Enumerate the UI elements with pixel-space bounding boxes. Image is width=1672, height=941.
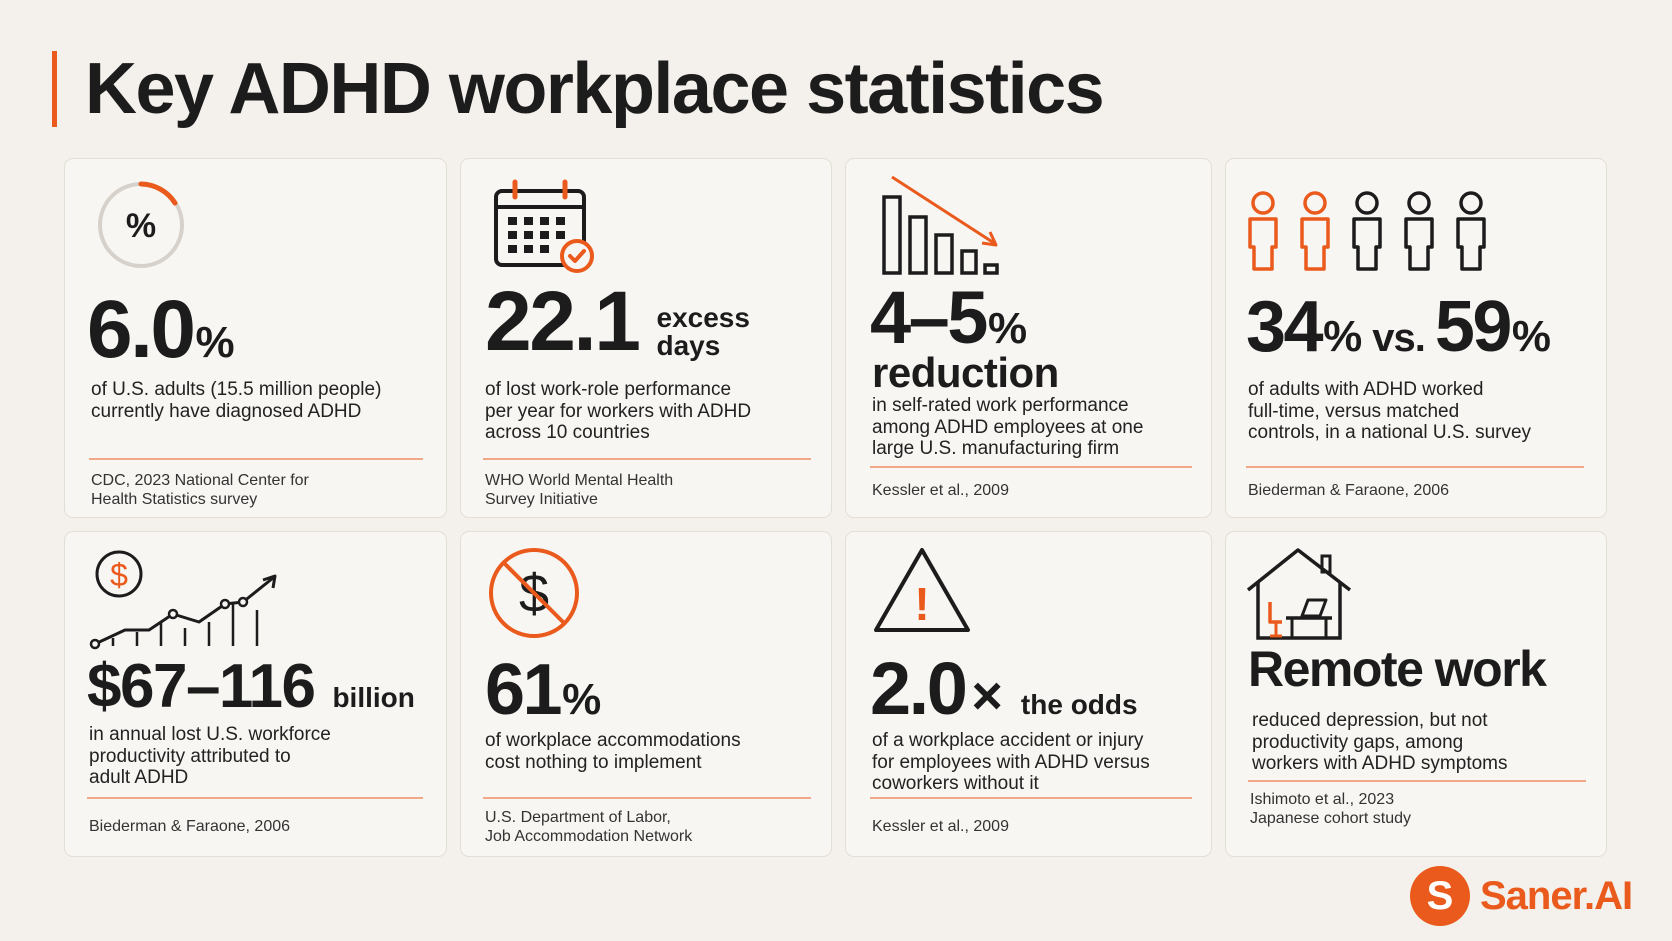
divider	[870, 466, 1192, 468]
stat-suffix: the odds	[1020, 689, 1138, 720]
stat-heading: Remote work	[1248, 641, 1547, 697]
stat-description: reduced depression, but not productivity…	[1252, 710, 1508, 774]
stat-value: 2.0 × the odds	[870, 652, 1138, 726]
stat-card-performance-reduction: 4–5 % reduction in self-rated work perfo…	[845, 158, 1212, 518]
divider	[89, 458, 423, 460]
stat-suffix: excess days	[656, 301, 750, 362]
stat-unit: %	[987, 304, 1028, 353]
stat-unit: %	[562, 675, 602, 724]
dollar-growth-chart-icon: $	[87, 550, 281, 650]
divider	[87, 797, 423, 799]
stat-number: 6.0	[87, 284, 196, 375]
divider	[483, 797, 811, 799]
stat-value: 34 % vs. 59 %	[1246, 291, 1551, 363]
declining-bars-icon	[882, 175, 1002, 279]
stat-number: 61	[485, 650, 563, 730]
stat-description: in self-rated work performance among ADH…	[872, 395, 1144, 459]
calendar-check-icon	[493, 179, 597, 275]
saner-logo-icon: S	[1410, 866, 1470, 926]
stat-number: 4–5	[870, 276, 988, 359]
versus-label: vs.	[1372, 316, 1426, 360]
stat-card-full-time-employment: 34 % vs. 59 % of adults with ADHD worked…	[1225, 158, 1607, 518]
stat-value: 4–5 %	[870, 281, 1027, 355]
stat-source: WHO World Mental Health Survey Initiativ…	[485, 472, 674, 508]
stat-number: 2.0	[870, 647, 968, 730]
stat-card-lost-productivity: $ $67–116 billion in annual lost U.S	[64, 531, 447, 857]
stat-source: CDC, 2023 National Center for Health Sta…	[91, 472, 309, 508]
stat-source: Kessler et al., 2009	[872, 818, 1009, 835]
no-dollar-icon: $	[487, 546, 581, 640]
stat-description: of adults with ADHD worked full-time, ve…	[1248, 379, 1532, 443]
stat-unit-adhd: %	[1323, 312, 1363, 361]
stat-unit-controls: %	[1511, 312, 1552, 361]
stat-description: of U.S. adults (15.5 million people) cur…	[91, 379, 382, 422]
stat-subtitle: reduction	[872, 349, 1059, 396]
stat-description: in annual lost U.S. workforce productivi…	[89, 724, 331, 788]
divider	[870, 797, 1192, 799]
stat-suffix: billion	[332, 682, 415, 713]
warning-triangle-icon: !	[872, 546, 972, 636]
title-accent-bar	[52, 51, 57, 127]
stat-number: $67–116	[87, 652, 316, 721]
page-title-group: Key ADHD workplace statistics	[52, 49, 1105, 129]
stat-source: Biederman & Faraone, 2006	[1248, 482, 1450, 499]
stat-card-diagnosed-adults: % 6.0 % of U.S. adults (15.5 million peo…	[64, 158, 447, 518]
stat-number-adhd: 34	[1246, 287, 1324, 367]
stat-card-accident-odds: ! 2.0 × the odds of a workplace accident…	[845, 531, 1212, 857]
stat-source: Biederman & Faraone, 2006	[89, 818, 291, 835]
stat-source: Kessler et al., 2009	[872, 482, 1009, 499]
stat-value: $67–116 billion	[87, 656, 415, 718]
stat-description: of workplace accommodations cost nothing…	[485, 730, 741, 773]
page-title: Key ADHD workplace statistics	[85, 49, 1105, 129]
percent-symbol: %	[126, 207, 156, 245]
divider	[483, 458, 811, 460]
exclamation-symbol: !	[914, 578, 929, 630]
people-icon	[1246, 191, 1496, 271]
stat-value: 61 %	[485, 654, 601, 726]
stat-card-accommodation-cost: $ 61 % of workplace accommodations cost …	[460, 531, 832, 857]
stat-card-excess-days: 22.1 excess days of lost work-role perfo…	[460, 158, 832, 518]
home-office-icon	[1246, 546, 1354, 642]
percent-progress-icon: %	[93, 177, 189, 273]
divider	[1246, 466, 1584, 468]
stat-card-remote-work: Remote work reduced depression, but not …	[1225, 531, 1607, 857]
stat-description: of a workplace accident or injury for em…	[872, 730, 1150, 794]
stat-unit: ×	[971, 666, 1003, 726]
stat-unit: %	[195, 318, 235, 367]
stat-value: 6.0 %	[87, 289, 235, 371]
stat-source: U.S. Department of Labor, Job Accommodat…	[485, 809, 693, 845]
stat-source: Ishimoto et al., 2023 Japanese cohort st…	[1250, 791, 1411, 827]
stat-description: of lost work-role performance per year f…	[485, 379, 752, 443]
stat-number: 22.1	[485, 274, 641, 368]
stat-number-controls: 59	[1434, 287, 1513, 367]
divider	[1248, 780, 1586, 782]
brand-name: Saner.AI	[1480, 873, 1633, 918]
dollar-symbol: $	[110, 557, 128, 593]
brand-mark: S Saner.AI	[1410, 866, 1633, 926]
stat-value: 22.1 excess days	[485, 279, 750, 363]
